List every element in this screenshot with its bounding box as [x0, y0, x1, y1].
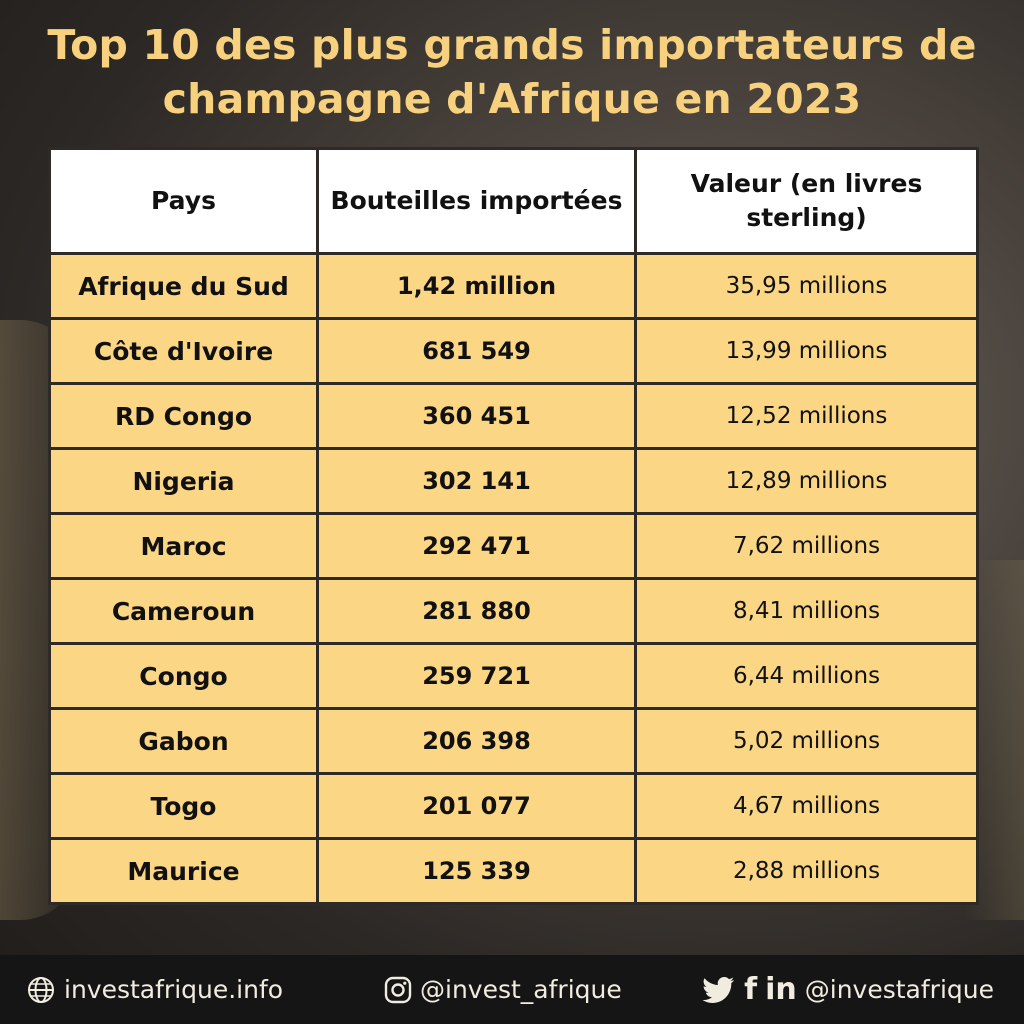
table-row: Maurice 125 339 2,88 millions: [48, 837, 979, 905]
value-cell: 7,62 millions: [634, 512, 979, 580]
value-cell: 2,88 millions: [634, 837, 979, 905]
footer-website[interactable]: investafrique.info: [26, 955, 283, 1024]
bottles-cell: 681 549: [316, 317, 637, 385]
title-line-1: Top 10 des plus grands importateurs de: [47, 21, 977, 69]
header-value: Valeur (en livres sterling): [634, 147, 979, 255]
table-row: Congo 259 721 6,44 millions: [48, 642, 979, 710]
country-cell: Togo: [48, 772, 319, 840]
importers-table: Pays Bouteilles importées Valeur (en liv…: [48, 147, 979, 905]
value-cell: 5,02 millions: [634, 707, 979, 775]
value-cell: 8,41 millions: [634, 577, 979, 645]
bottles-cell: 201 077: [316, 772, 637, 840]
bottles-cell: 206 398: [316, 707, 637, 775]
bottles-cell: 292 471: [316, 512, 637, 580]
footer-social[interactable]: f in @investafrique: [702, 955, 994, 1024]
bottles-cell: 302 141: [316, 447, 637, 515]
value-cell: 13,99 millions: [634, 317, 979, 385]
footer-instagram-text: @invest_afrique: [420, 975, 622, 1004]
value-cell: 4,67 millions: [634, 772, 979, 840]
table-row: Maroc 292 471 7,62 millions: [48, 512, 979, 580]
importers-table-container: Pays Bouteilles importées Valeur (en liv…: [48, 147, 979, 905]
bottles-cell: 259 721: [316, 642, 637, 710]
bottles-cell: 360 451: [316, 382, 637, 450]
title-line-2: champagne d'Afrique en 2023: [162, 75, 862, 123]
linkedin-icon: in: [765, 971, 797, 1007]
bottles-cell: 125 339: [316, 837, 637, 905]
footer-bar: investafrique.info @invest_afrique f in …: [0, 955, 1024, 1024]
table-row: Gabon 206 398 5,02 millions: [48, 707, 979, 775]
facebook-icon: f: [744, 971, 758, 1007]
table-row: Afrique du Sud 1,42 million 35,95 millions: [48, 252, 979, 320]
table-row: Cameroun 281 880 8,41 millions: [48, 577, 979, 645]
header-bottles: Bouteilles importées: [316, 147, 637, 255]
table-row: Côte d'Ivoire 681 549 13,99 millions: [48, 317, 979, 385]
table-row: Togo 201 077 4,67 millions: [48, 772, 979, 840]
table-row: Nigeria 302 141 12,89 millions: [48, 447, 979, 515]
country-cell: RD Congo: [48, 382, 319, 450]
country-cell: Gabon: [48, 707, 319, 775]
footer-social-text: @investafrique: [804, 975, 994, 1004]
value-cell: 12,89 millions: [634, 447, 979, 515]
twitter-icon: [702, 976, 735, 1003]
page-title: Top 10 des plus grands importateurs de c…: [0, 18, 1024, 126]
instagram-icon: [384, 976, 412, 1003]
value-cell: 6,44 millions: [634, 642, 979, 710]
country-cell: Côte d'Ivoire: [48, 317, 319, 385]
bottles-cell: 281 880: [316, 577, 637, 645]
footer-instagram[interactable]: @invest_afrique: [384, 955, 622, 1024]
country-cell: Congo: [48, 642, 319, 710]
country-cell: Cameroun: [48, 577, 319, 645]
table-header-row: Pays Bouteilles importées Valeur (en liv…: [48, 147, 979, 255]
value-cell: 35,95 millions: [634, 252, 979, 320]
bottles-cell: 1,42 million: [316, 252, 637, 320]
table-body: Afrique du Sud 1,42 million 35,95 millions…: [48, 252, 979, 905]
header-country: Pays: [48, 147, 319, 255]
table-row: RD Congo 360 451 12,52 millions: [48, 382, 979, 450]
country-cell: Maroc: [48, 512, 319, 580]
country-cell: Maurice: [48, 837, 319, 905]
country-cell: Nigeria: [48, 447, 319, 515]
country-cell: Afrique du Sud: [48, 252, 319, 320]
value-cell: 12,52 millions: [634, 382, 979, 450]
footer-website-text: investafrique.info: [64, 975, 284, 1004]
globe-icon: [28, 976, 54, 1003]
